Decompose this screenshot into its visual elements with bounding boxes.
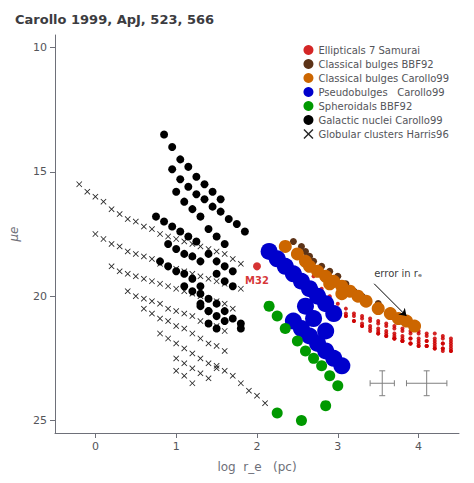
- svg-text:error in rₑ: error in rₑ: [374, 268, 422, 279]
- svg-text:1: 1: [173, 440, 180, 453]
- svg-text:Pseudobulges Carollo99: Pseudobulges Carollo99: [318, 87, 444, 98]
- svg-text:M32: M32: [245, 275, 269, 286]
- svg-text:2: 2: [254, 440, 261, 453]
- svg-text:μe: μe: [7, 226, 21, 242]
- svg-text:log r_e (pc): log r_e (pc): [217, 460, 296, 474]
- svg-text:0: 0: [92, 440, 99, 453]
- svg-text:4: 4: [415, 440, 422, 453]
- svg-text:Classical bulges BBF92: Classical bulges BBF92: [318, 59, 433, 70]
- svg-text:15: 15: [33, 165, 47, 178]
- svg-text:Carollo 1999, ApJ, 523, 566: Carollo 1999, ApJ, 523, 566: [15, 12, 214, 27]
- svg-text:Spheroidals BBF92: Spheroidals BBF92: [318, 101, 412, 112]
- svg-text:Galactic nuclei Carollo99: Galactic nuclei Carollo99: [318, 115, 442, 126]
- svg-text:Ellipticals 7 Samurai: Ellipticals 7 Samurai: [318, 45, 420, 56]
- svg-text:Classical bulges Carollo99: Classical bulges Carollo99: [318, 73, 449, 84]
- svg-text:3: 3: [334, 440, 341, 453]
- svg-text:20: 20: [33, 290, 47, 303]
- svg-text:25: 25: [33, 414, 47, 427]
- svg-text:10: 10: [33, 41, 47, 54]
- svg-text:Globular clusters Harris96: Globular clusters Harris96: [318, 129, 448, 140]
